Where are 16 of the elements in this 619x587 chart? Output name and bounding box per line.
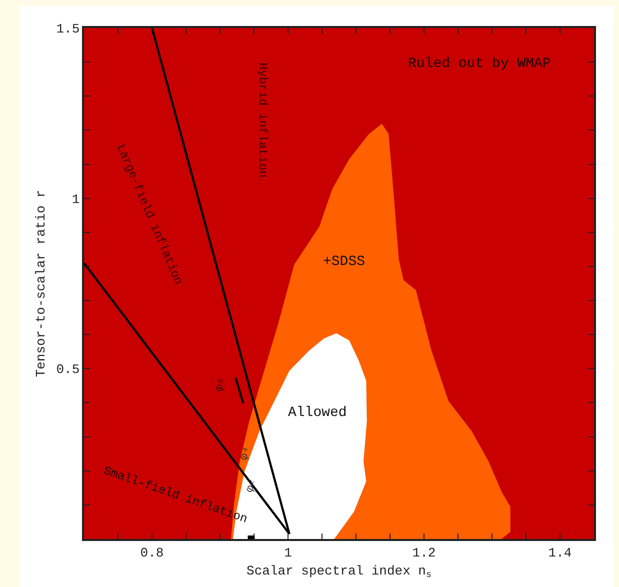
x-tick-label: 1.2 [412, 545, 436, 560]
y-tick-label: 0.5 [56, 362, 80, 378]
x-tick-label: 0.8 [140, 545, 164, 560]
y-tick-label: 1.5 [56, 22, 80, 37]
annotation: φ⁴ [238, 446, 255, 463]
x-axis-title: Scalar spectral index n$_{s}$ [246, 563, 432, 580]
annotation: φ⁶ [213, 376, 230, 394]
annotation: +SDSS [323, 254, 366, 270]
annotation: φ² [244, 478, 261, 496]
x-tick-label: 1 [284, 545, 292, 560]
x-tick-label: 1.4 [548, 545, 572, 560]
annotation: Hybrid inflation [255, 62, 270, 178]
band-label: Ruled out by WMAP [408, 56, 551, 72]
y-axis-title: Tensor-to-scalar ratio r [34, 190, 49, 378]
annotation: Allowed [288, 405, 347, 421]
y-tick-label: 1 [72, 192, 80, 207]
